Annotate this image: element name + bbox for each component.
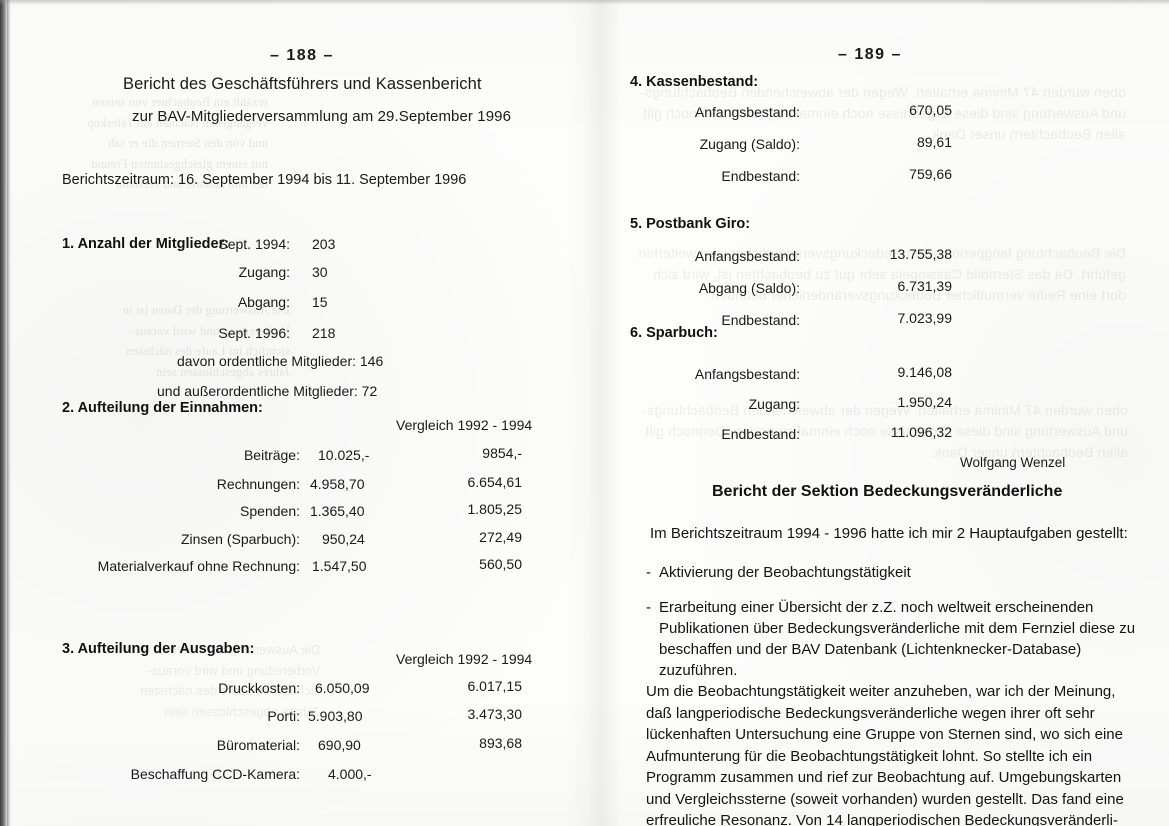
row-value: 1.365,40 [310,503,365,519]
row-value: 5.903,80 [308,708,363,724]
row-label: Anfangsbestand: [694,248,800,264]
row-label: Anfangsbestand: [694,104,800,120]
row-label: Abgang: [237,294,290,310]
row-compare-value: 3.473,30 [467,706,523,722]
members-ordinary-note: davon ordentliche Mitglieder: 146 [177,353,384,369]
members-extraordinary-note: und außerordentliche Mitglieder: 72 [157,383,378,399]
section-heading-income: 2. Aufteilung der Einnahmen: [62,400,263,416]
row-label: Zugang: [748,396,800,412]
row-value: 218 [312,325,336,341]
row-label: Materialverkauf ohne Rechnung: [97,558,300,574]
row-label: Zinsen (Sparbuch): [180,531,300,547]
row-value: 30 [312,264,328,280]
report-section-title: Bericht der Sektion Bedeckungsveränderli… [712,483,1063,500]
row-label: Endbestand: [721,312,800,328]
row-value: 7.023,99 [897,310,953,326]
row-compare-value: 560,50 [479,556,522,572]
row-compare-value: 1.805,25 [467,501,523,517]
bullet-line: Publikationen über Bedeckungsveränderlic… [659,620,1136,637]
row-compare-value: 6.654,61 [467,474,523,490]
expenses-compare-header: Vergleich 1992 - 1994 [396,651,533,667]
row-compare-value: 893,68 [479,735,522,751]
page-number-right: – 189 – [838,46,902,63]
row-label: Druckkosten: [218,680,300,696]
document-subtitle: zur BAV-Mitgliederversammlung am 29.Sept… [132,108,512,125]
row-value: 11.096,32 [890,424,952,440]
left-page: erzählt ein Beobachter von seinen vergan… [62,47,533,782]
row-label: Sept. 1994: [218,236,290,252]
row-value: 15 [312,294,328,310]
section-heading-cash: 4. Kassenbestand: [630,74,759,90]
report-bullet: - Erarbeitung einer Übersicht der z.Z. n… [646,597,1146,681]
row-compare-value: 6.017,15 [467,678,523,694]
row-value: 89,61 [916,134,952,150]
row-label: Sept. 1996: [218,325,290,341]
row-label: Porti: [267,708,300,724]
row-label: Rechnungen: [216,476,300,492]
row-value: 1.547,50 [312,558,367,574]
section-heading-members: 1. Anzahl der Mitglieder: [62,236,230,252]
row-label: Endbestand: [721,426,800,442]
report-intro: Im Berichtszeitraum 1994 - 1996 hatte ic… [650,525,1128,542]
row-label: Zugang (Saldo): [699,136,800,152]
row-label: Spenden: [240,503,300,519]
bullet-line: beschaffen und der BAV Datenbank (Lichte… [659,641,1082,658]
row-value: 10.025,- [318,447,370,463]
row-label: Anfangsbestand: [694,366,800,382]
bullet-line: Aktivierung der Beobachtungstätigkeit [659,564,911,581]
paragraph-line: Um die Beobachtungstätigkeit weiter anzu… [646,683,1116,700]
page-number-left: – 188 – [270,47,334,64]
report-signature: Wolfgang Wenzel [960,455,1066,470]
paragraph-line: daß langperiodische Bedeckungsveränderli… [646,704,1095,722]
row-value: 950,24 [322,531,365,547]
bullet-line: Erarbeitung einer Übersicht der z.Z. noc… [659,599,1094,616]
bleed-through-text: Die Auswertung der Daten ist in Vorberei… [122,303,290,379]
report-paragraph: Um die Beobachtungstätigkeit weiter anzu… [646,681,1142,826]
bullet-dash: - [646,564,651,581]
row-label: Beiträge: [243,447,300,463]
row-value: 6.050,09 [315,680,370,696]
report-period: Berichtszeitraum: 16. September 1994 bis… [62,172,467,188]
row-label: Abgang (Saldo): [698,280,800,296]
row-value: 690,90 [318,737,361,753]
paragraph-line: lückenhaften Untersuchung eine Gruppe vo… [646,726,1123,743]
bullet-line: zuzuführen. [659,662,738,679]
row-value: 670,05 [909,102,952,118]
paragraph-line: Aufmunterung für die Beobachtungstätigke… [646,747,1093,765]
row-label: Zugang: [238,264,290,280]
paragraph-line: erfreuliche Resonanz. Von 14 langperiodi… [646,812,1118,826]
row-value: 6.731,39 [897,278,953,294]
right-page: oben wurden 47 Minima erhalten. Wegen de… [596,0,1169,826]
row-label: Büromaterial: [216,737,300,753]
section-heading-expenses: 3. Aufteilung der Ausgaben: [62,641,255,657]
row-value: 9.146,08 [897,364,953,380]
paragraph-line: und Vergleichssterne (soweit vorhanden) … [646,790,1124,808]
section-heading-savings: 6. Sparbuch: [630,325,718,341]
row-label: Endbestand: [721,168,800,184]
row-value: 203 [312,236,336,252]
row-compare-value: 272,49 [479,529,522,545]
row-value: 1.950,24 [897,394,953,410]
row-compare-value: 9854,- [482,445,522,461]
row-value: 4.958,70 [310,476,365,492]
row-value: 4.000,- [328,766,372,782]
paragraph-line: Programm zusammen und rief zur Beobachtu… [646,769,1122,786]
row-label: Beschaffung CCD-Kamera: [130,766,300,782]
row-value: 759,66 [909,166,952,182]
document-title: Bericht des Geschäftsführers und Kassenb… [123,75,482,93]
income-compare-header: Vergleich 1992 - 1994 [396,417,533,433]
section-heading-postbank: 5. Postbank Giro: [630,216,751,232]
bullet-dash: - [646,599,651,616]
row-value: 13.755,38 [889,246,952,262]
report-bullet: - Aktivierung der Beobachtungstätigkeit [646,562,1126,583]
